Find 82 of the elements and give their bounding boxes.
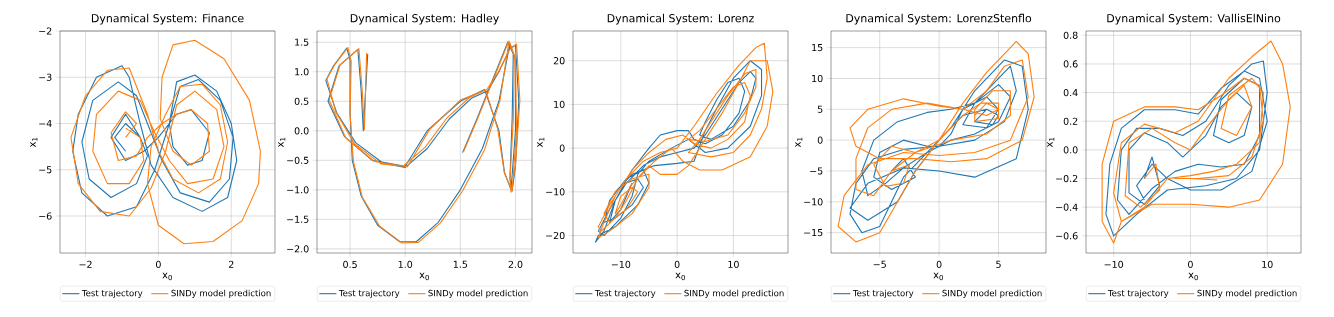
legend-label: Test trajectory — [1107, 289, 1169, 298]
x-tick-label: −10 — [1104, 260, 1124, 268]
y-tick-label: 0 — [559, 144, 565, 152]
line-series — [594, 60, 763, 243]
y-tick-label: −0.6 — [1056, 232, 1078, 240]
legend-label: SINDy model prediction — [428, 289, 528, 298]
y-tick-label: 0.2 — [1063, 117, 1078, 125]
y-tick-label: −10 — [804, 198, 823, 206]
y-axis-title: x$_{1}$ — [30, 137, 38, 148]
line-series — [1105, 60, 1268, 237]
y-tick-label: 10 — [554, 100, 565, 109]
y-tick-label: 1.5 — [295, 38, 309, 46]
x-tick-label: −10 — [611, 260, 631, 268]
y-tick-label: −0.5 — [287, 156, 309, 164]
x-axis-title: x$_{0}$ — [419, 272, 429, 281]
y-tick-label: −2.0 — [287, 245, 309, 253]
y-tick-label: −10 — [546, 188, 565, 196]
line-series — [1101, 40, 1291, 244]
y-axis-title: x$_{1}$ — [795, 137, 803, 148]
legend-label: Test trajectory — [81, 289, 143, 298]
y-axis-title: x$_{1}$ — [278, 137, 286, 148]
x-tick-label: 1.0 — [398, 260, 413, 268]
y-tick-label: 0.6 — [1063, 60, 1078, 68]
y-tick-label: 0.0 — [1063, 146, 1078, 154]
y-tick-label: 0 — [817, 136, 823, 144]
y-tick-label: −3 — [39, 73, 52, 81]
x-tick-label: 0 — [674, 260, 680, 268]
legend-label: Test trajectory — [852, 289, 914, 298]
chart-title: Dynamical System: LorenzStenflo — [846, 13, 1032, 25]
line-series — [849, 59, 1029, 234]
y-tick-label: −2 — [39, 27, 52, 35]
line-series — [597, 42, 774, 239]
x-tick-label: 5 — [996, 260, 1001, 268]
legend-label: SINDy model prediction — [942, 289, 1042, 298]
y-tick-label: −6 — [39, 212, 52, 220]
line-series — [837, 40, 1035, 243]
x-tick-label: −2 — [79, 260, 92, 268]
x-tick-label: 10 — [1262, 260, 1273, 268]
x-axis-title: x$_{0}$ — [933, 272, 943, 281]
x-tick-label: 10 — [728, 260, 739, 268]
y-tick-label: −5 — [39, 166, 52, 174]
legend-label: SINDy model prediction — [171, 289, 271, 298]
x-tick-label: 0 — [156, 260, 161, 268]
x-tick-label: 2.0 — [508, 260, 523, 268]
y-tick-label: 0.5 — [294, 97, 309, 105]
x-axis-title: x$_{0}$ — [1188, 272, 1198, 281]
y-tick-label: −1.0 — [287, 186, 309, 194]
legend-label: Test trajectory — [594, 289, 656, 298]
legend-label: SINDy model prediction — [1197, 289, 1297, 298]
y-tick-label: −0.4 — [1056, 203, 1078, 211]
y-tick-label: 15 — [812, 44, 823, 52]
y-axis-title: x$_{1}$ — [537, 137, 545, 148]
y-tick-label: −1.5 — [287, 215, 309, 223]
line-series — [70, 39, 261, 245]
y-tick-label: 10 — [812, 74, 823, 83]
x-axis-title: x$_{0}$ — [162, 272, 172, 281]
y-tick-label: 0.4 — [1063, 89, 1078, 97]
chart-title: Dynamical System: Finance — [91, 13, 244, 25]
y-tick-label: 0.8 — [1063, 31, 1078, 39]
y-tick-label: 0.0 — [294, 127, 309, 135]
y-tick-label: 20 — [553, 57, 565, 65]
y-tick-label: −20 — [546, 231, 565, 240]
line-series — [72, 65, 238, 217]
x-tick-label: 2 — [228, 260, 234, 268]
x-tick-label: 0 — [1188, 260, 1193, 268]
y-tick-label: −5 — [810, 167, 823, 175]
y-tick-label: −4 — [39, 120, 52, 127]
y-tick-label: 1.0 — [295, 68, 309, 76]
chart-title: Dynamical System: Hadley — [350, 13, 499, 25]
x-tick-label: −5 — [873, 260, 886, 268]
x-tick-label: 0 — [936, 260, 942, 268]
y-axis-title: x$_{1}$ — [1047, 137, 1055, 148]
legend-label: SINDy model prediction — [684, 289, 784, 298]
y-tick-label: −15 — [804, 229, 823, 237]
x-tick-label: 0.5 — [343, 260, 357, 268]
y-tick-label: −0.2 — [1056, 174, 1078, 183]
x-tick-label: 1.5 — [453, 260, 468, 268]
chart-title: Dynamical System: Lorenz — [607, 13, 754, 25]
x-axis-title: x$_{0}$ — [675, 272, 685, 281]
y-tick-label: 5 — [817, 105, 823, 113]
chart-title: Dynamical System: VallisElNino — [1107, 13, 1281, 25]
legend-label: Test trajectory — [338, 289, 400, 298]
